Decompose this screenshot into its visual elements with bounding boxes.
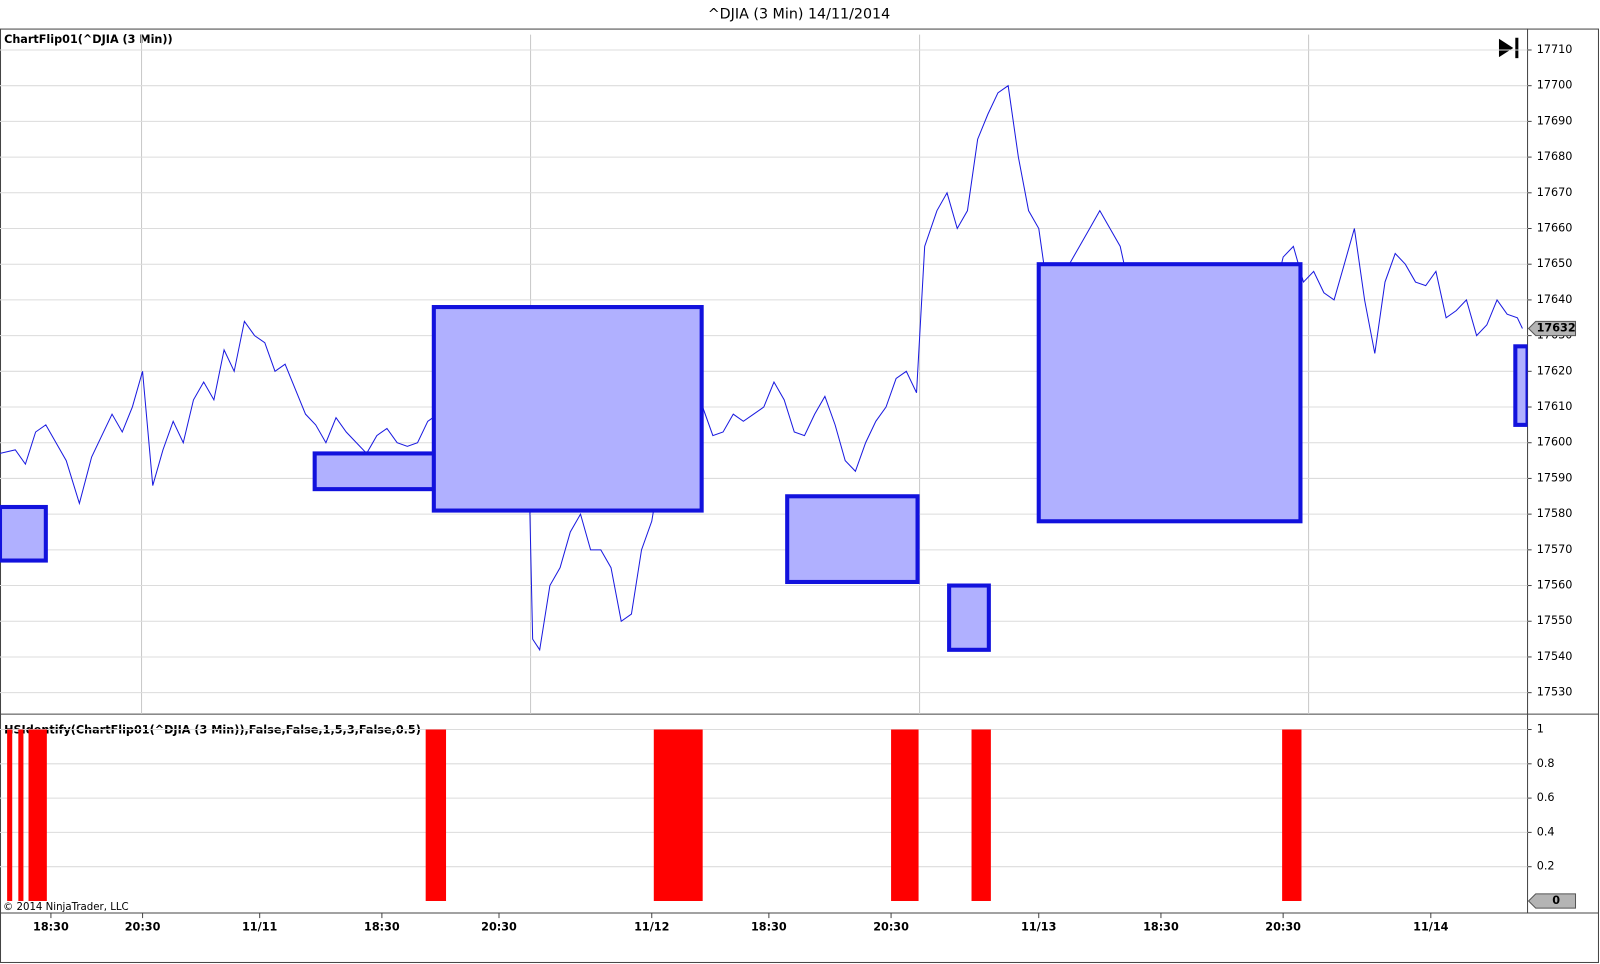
y-tick-label: 17570 <box>1537 543 1573 556</box>
y-tick-label: 0.8 <box>1537 757 1555 770</box>
pattern-box <box>1036 262 1303 524</box>
panel <box>0 34 1528 715</box>
y-tick-label: 0.4 <box>1537 825 1555 838</box>
y-tick-label: 17580 <box>1537 507 1573 520</box>
pattern-box <box>1513 344 1528 427</box>
y-tick-label: 17550 <box>1537 614 1573 627</box>
x-tick-label: 18:30 <box>364 920 400 933</box>
y-tick-label: 17560 <box>1537 579 1573 592</box>
last-value-tag <box>1527 893 1577 909</box>
y-tick-label: 17650 <box>1537 257 1573 270</box>
y-tick-label: 17620 <box>1537 364 1573 377</box>
copyright: © 2014 NinjaTrader, LLC <box>3 902 129 913</box>
x-tick-label: 20:30 <box>481 920 517 933</box>
last-value-label: 0 <box>1552 894 1560 907</box>
pattern-box <box>0 504 48 563</box>
signal-bar <box>28 729 47 901</box>
frame <box>0 28 1599 963</box>
y-tick-label: 0.6 <box>1537 791 1555 804</box>
y-tick-label: 17600 <box>1537 436 1573 449</box>
y-tick-label: 17670 <box>1537 186 1573 199</box>
y-tick-label: 17660 <box>1537 222 1573 235</box>
y-tick-label: 1 <box>1537 723 1544 736</box>
y-tick-label: 17680 <box>1537 150 1573 163</box>
pattern-box <box>312 451 447 492</box>
y-tick-label: 17690 <box>1537 114 1573 127</box>
signal-bar <box>18 729 24 901</box>
x-tick-label: 11/14 <box>1413 920 1449 933</box>
signal-bar <box>1282 729 1302 901</box>
signal-bar <box>891 729 919 901</box>
signal-bar <box>653 729 703 901</box>
x-tick-label: 18:30 <box>33 920 69 933</box>
x-tick-label: 20:30 <box>1265 920 1301 933</box>
x-tick-label: 11/11 <box>242 920 278 933</box>
y-tick-label: 17590 <box>1537 471 1573 484</box>
pattern-box <box>431 305 704 513</box>
y-tick-label: 17710 <box>1537 43 1573 56</box>
signal-bar <box>7 729 13 901</box>
signal-bar <box>425 729 447 901</box>
panel-label: ChartFlip01(^DJIA (3 Min)) <box>4 33 173 46</box>
pattern-box <box>785 494 920 585</box>
x-tick-label: 18:30 <box>751 920 787 933</box>
chart-title: ^DJIA (3 Min) 14/11/2014 <box>708 6 890 22</box>
pattern-box <box>947 583 991 652</box>
y-tick-label: 0.2 <box>1537 860 1555 873</box>
y-tick-label: 17610 <box>1537 400 1573 413</box>
y-tick-label: 17530 <box>1537 686 1573 699</box>
y-tick-label: 17640 <box>1537 293 1573 306</box>
y-tick-label: 17540 <box>1537 650 1573 663</box>
y-tick-label: 17700 <box>1537 79 1573 92</box>
x-tick-label: 11/13 <box>1021 920 1056 933</box>
x-tick-label: 20:30 <box>125 920 161 933</box>
scroll-end-button[interactable] <box>1498 37 1519 59</box>
x-tick-label: 11/12 <box>634 920 669 933</box>
signal-bar <box>971 729 991 901</box>
x-tick-label: 18:30 <box>1143 920 1179 933</box>
x-tick-label: 20:30 <box>873 920 909 933</box>
last-value-label: 17632 <box>1537 321 1576 334</box>
panel <box>0 728 1528 901</box>
last-value-tag <box>1527 320 1577 337</box>
